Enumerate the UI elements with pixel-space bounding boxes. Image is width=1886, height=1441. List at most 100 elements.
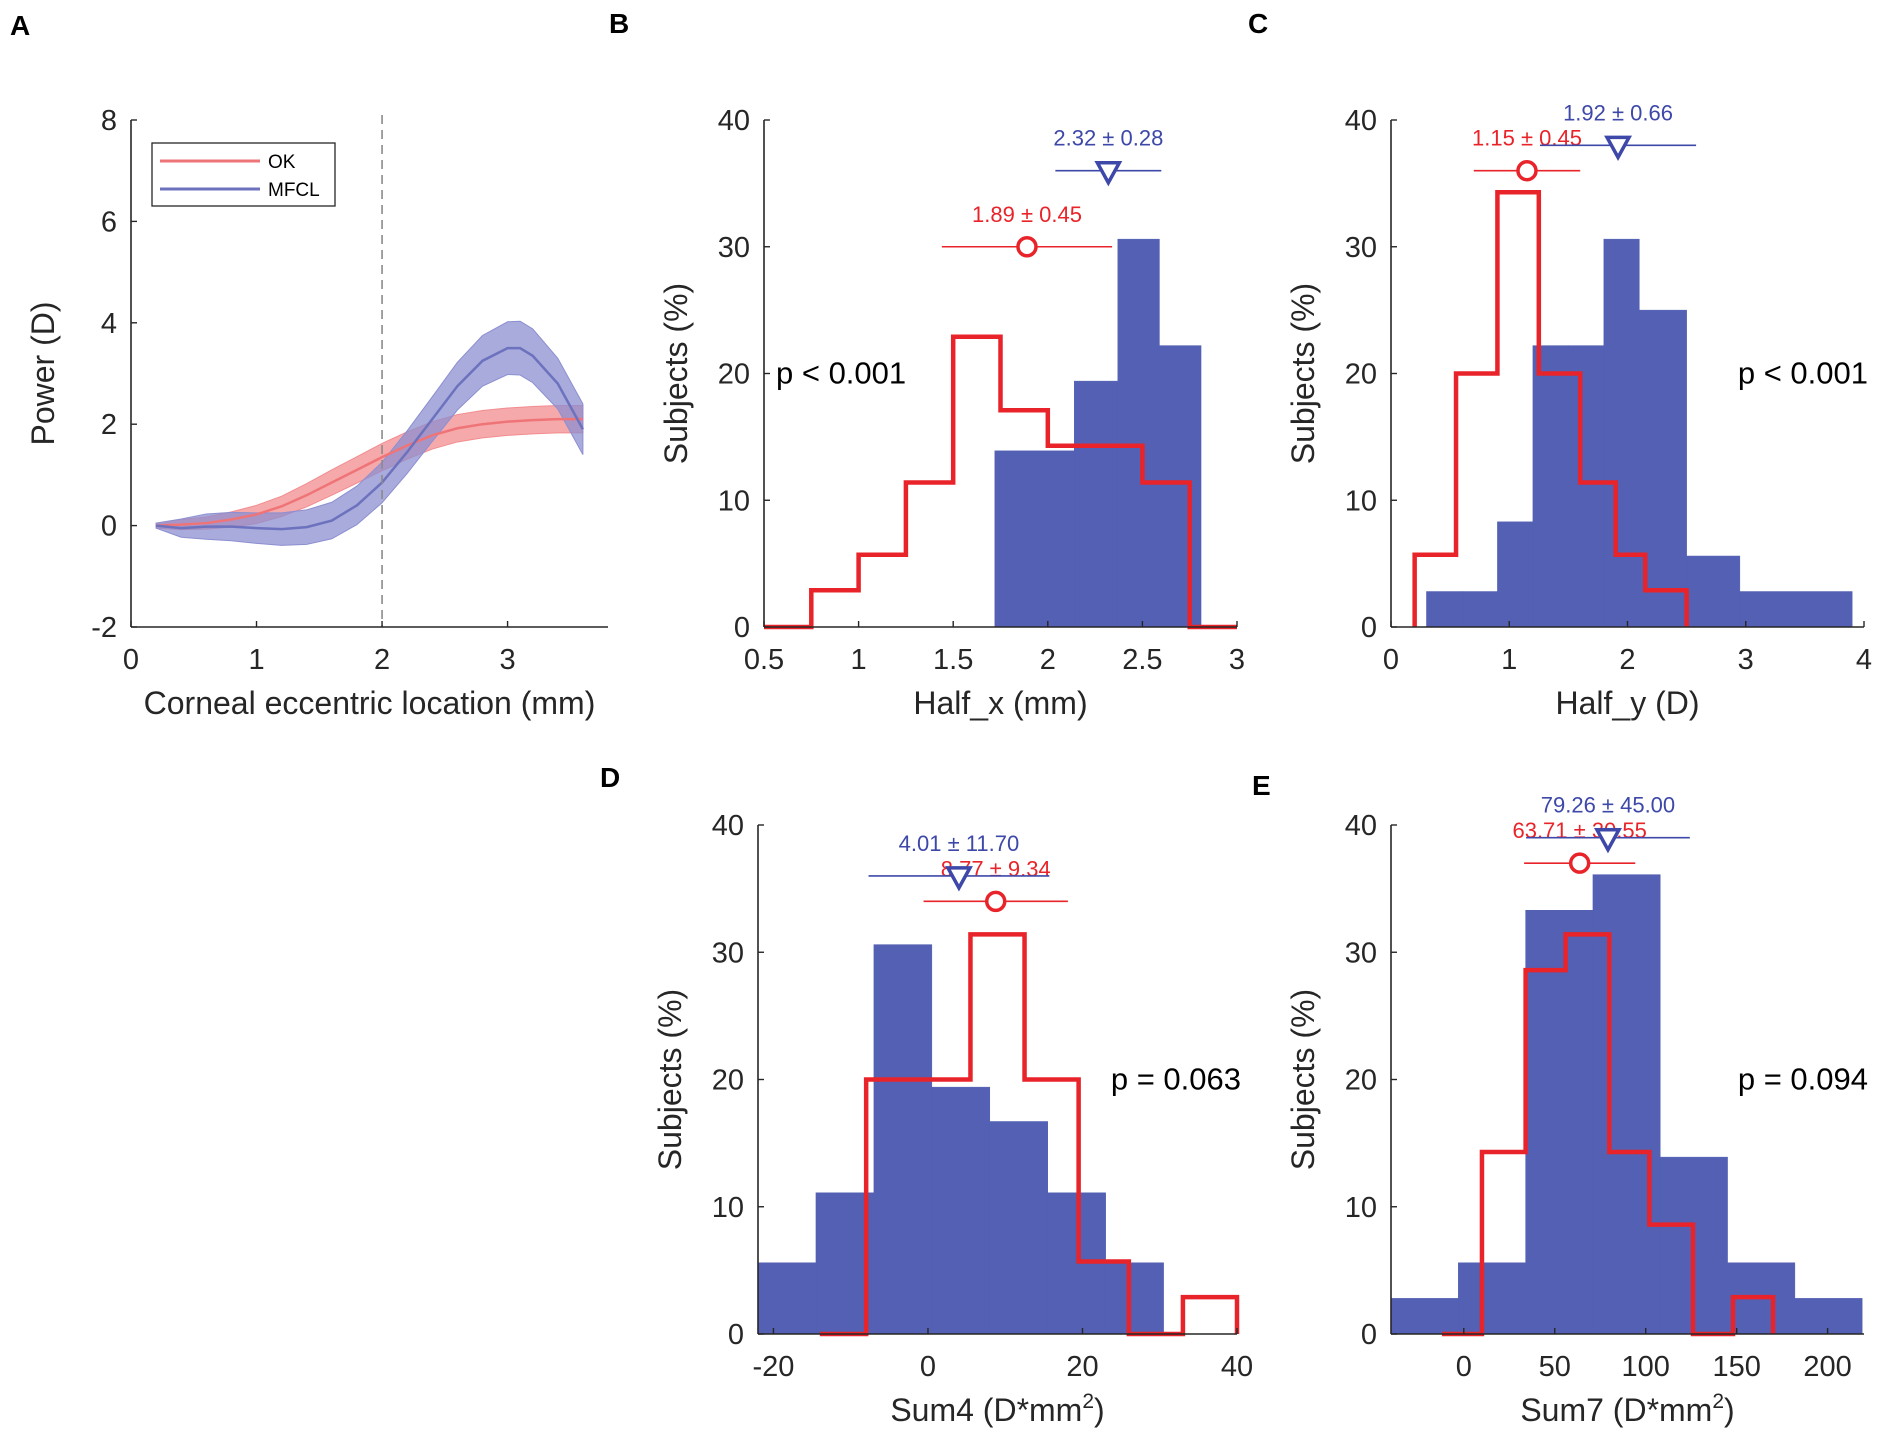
mfcl-bar: [1603, 238, 1640, 628]
ok-summary-label: 1.15 ± 0.45: [1472, 126, 1582, 151]
mfcl-bar: [1525, 910, 1594, 1335]
mfcl-bar: [1105, 1262, 1164, 1335]
ok-histogram-outline: [764, 334, 1237, 630]
x-tick-label: 1: [851, 644, 867, 676]
mfcl-summary-label: 79.26 ± 45.00: [1541, 793, 1675, 818]
y-tick-label: 20: [718, 359, 750, 391]
mfcl-bar: [1497, 521, 1534, 628]
x-tick-label: 0: [123, 644, 139, 676]
mfcl-bar: [1686, 555, 1741, 628]
y-tick-label: 10: [1345, 1192, 1377, 1224]
x-tick-label: 1.5: [933, 644, 973, 676]
y-tick-label: 0: [728, 1319, 744, 1351]
ok-mean-marker: [984, 890, 1007, 913]
x-tick-label: 2: [1619, 644, 1635, 676]
mfcl-summary-label: 2.32 ± 0.28: [1053, 126, 1163, 151]
x-tick-label: 1: [248, 644, 264, 676]
ok-histogram-outline: [1441, 932, 1776, 1337]
band-mfcl: [155, 320, 584, 546]
x-tick-label: 200: [1803, 1351, 1851, 1383]
x-axis-label: Half_y (D): [1555, 685, 1699, 721]
mfcl-bar: [1592, 874, 1661, 1335]
x-tick-label: 4: [1856, 644, 1872, 676]
y-axis-label: Power (D): [25, 301, 61, 445]
y-tick-label: 10: [712, 1192, 744, 1224]
y-axis-label: Subjects (%): [1285, 283, 1321, 464]
panel-e: 0 10 20 30 40 0 50 100 150 200 Sum7 (D*mm2) Subject…: [1285, 793, 1868, 1428]
x-tick-label: 2.5: [1122, 644, 1162, 676]
p-value: p = 0.094: [1738, 1062, 1868, 1097]
mfcl-bar: [873, 944, 933, 1335]
panel-b: 0 10 20 30 40 0.5 1 1.5 2 2.5 3 Half_x (mm) Subjects…: [658, 105, 1245, 721]
x-tick-label: 40: [1221, 1351, 1253, 1383]
line-ok: [156, 417, 583, 527]
x-axis-label-sup: 2: [1082, 1390, 1094, 1413]
y-axis-label: Subjects (%): [652, 989, 688, 1170]
mfcl-bar: [1390, 1298, 1459, 1335]
mfcl-summary-label: 1.92 ± 0.66: [1563, 100, 1673, 125]
y-tick-label: 10: [718, 485, 750, 517]
y-tick-label: 2: [101, 409, 117, 441]
x-tick-label: 1: [1501, 644, 1517, 676]
y-tick-label: 0: [1361, 612, 1377, 644]
mfcl-bar: [1568, 345, 1605, 628]
x-tick-label: 3: [500, 644, 516, 676]
y-tick-label: 4: [101, 308, 117, 340]
mfcl-mean-marker: [944, 866, 973, 892]
mfcl-bar: [1117, 238, 1160, 628]
y-tick-label: 40: [1345, 105, 1377, 137]
x-tick-label: 20: [1066, 1351, 1098, 1383]
mfcl-bar: [1074, 380, 1119, 628]
panel-c: 0 10 20 30 40 0 1 2 3 4 Half_y (D) Subjects (%) 1.15…: [1285, 100, 1872, 721]
x-tick-label: 3: [1738, 644, 1754, 676]
mfcl-bar: [1739, 591, 1853, 628]
x-tick-label: 0: [1456, 1351, 1472, 1383]
ok-histogram-outline: [1412, 189, 1689, 627]
x-axis-label: Sum7 (D*mm2): [1520, 1390, 1734, 1428]
panel-label-c: C: [1248, 8, 1268, 39]
panel-label-e: E: [1252, 770, 1271, 801]
p-value: p < 0.001: [776, 356, 906, 391]
legend-label-ok: OK: [268, 152, 296, 173]
mfcl-bar: [1426, 591, 1463, 628]
y-tick-label: 10: [1345, 485, 1377, 517]
x-axis-label-sup: 2: [1712, 1390, 1724, 1413]
mfcl-bar: [1458, 1262, 1526, 1335]
legend-box: [151, 142, 336, 207]
x-tick-label: 3: [1229, 644, 1245, 676]
y-tick-label: 6: [101, 206, 117, 238]
mfcl-mean-marker: [1594, 827, 1622, 854]
y-tick-label: 8: [101, 105, 117, 137]
mfcl-bar: [1461, 591, 1498, 628]
x-tick-label: 100: [1621, 1351, 1669, 1383]
y-tick-label: 20: [1345, 359, 1377, 391]
y-tick-label: 40: [718, 105, 750, 137]
ok-mean-marker: [1516, 159, 1538, 182]
y-tick-label: 30: [718, 232, 750, 264]
x-tick-label: 150: [1712, 1351, 1760, 1383]
mfcl-summary-label: 4.01 ± 11.70: [899, 831, 1020, 856]
y-tick-label: 30: [712, 937, 744, 969]
y-tick-label: 0: [734, 612, 750, 644]
mfcl-bar: [1532, 345, 1569, 628]
x-tick-label: 2: [1040, 644, 1056, 676]
x-tick-label: -20: [752, 1351, 794, 1383]
ok-histogram-outline: [819, 932, 1240, 1337]
y-tick-label: 0: [101, 511, 117, 543]
y-tick-label: 20: [1345, 1065, 1377, 1097]
x-axis-label-end: ): [1094, 1392, 1105, 1428]
panel-label-d: D: [600, 762, 620, 793]
p-value: p < 0.001: [1738, 356, 1868, 391]
panel-label-b: B: [609, 8, 629, 39]
y-axis-label: Subjects (%): [1285, 989, 1321, 1170]
x-tick-label: 0: [1383, 644, 1399, 676]
y-tick-label: 30: [1345, 232, 1377, 264]
x-axis-label: Half_x (mm): [913, 685, 1087, 721]
y-tick-label: 20: [712, 1065, 744, 1097]
mfcl-mean-marker: [1604, 135, 1632, 161]
mfcl-bar: [989, 1121, 1048, 1335]
x-tick-label: 0: [920, 1351, 936, 1383]
